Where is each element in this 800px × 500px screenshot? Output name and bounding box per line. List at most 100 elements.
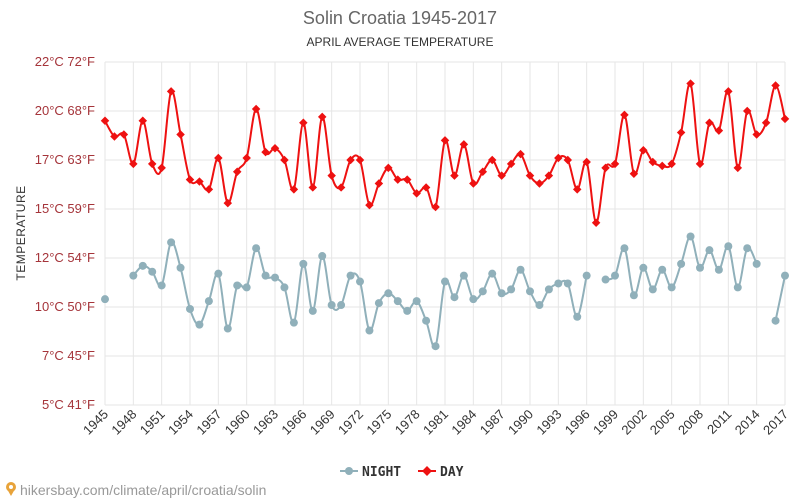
night-point[interactable] bbox=[148, 267, 157, 276]
night-point[interactable] bbox=[299, 259, 308, 268]
day-point[interactable] bbox=[270, 143, 280, 153]
night-point[interactable] bbox=[554, 279, 563, 288]
day-point[interactable] bbox=[119, 130, 129, 139]
day-point[interactable] bbox=[657, 161, 667, 171]
day-point[interactable] bbox=[591, 218, 601, 227]
night-point[interactable] bbox=[327, 301, 336, 310]
night-point[interactable] bbox=[261, 271, 270, 280]
day-point[interactable] bbox=[204, 185, 214, 194]
night-point[interactable] bbox=[157, 281, 166, 290]
day-point[interactable] bbox=[572, 185, 582, 194]
day-point[interactable] bbox=[620, 110, 629, 120]
night-point[interactable] bbox=[648, 285, 657, 294]
day-point[interactable] bbox=[100, 116, 110, 126]
day-point[interactable] bbox=[299, 118, 308, 128]
day-point[interactable] bbox=[327, 171, 336, 180]
day-point[interactable] bbox=[374, 179, 384, 188]
day-point[interactable] bbox=[185, 175, 195, 184]
night-point[interactable] bbox=[705, 246, 714, 255]
night-point[interactable] bbox=[289, 318, 298, 327]
night-point[interactable] bbox=[629, 291, 638, 300]
day-point[interactable] bbox=[346, 155, 355, 165]
day-point[interactable] bbox=[223, 198, 233, 208]
night-point[interactable] bbox=[714, 265, 723, 274]
night-point[interactable] bbox=[252, 244, 261, 253]
night-point[interactable] bbox=[582, 271, 591, 280]
night-point[interactable] bbox=[384, 289, 393, 298]
night-point[interactable] bbox=[308, 306, 317, 315]
night-point[interactable] bbox=[488, 269, 497, 278]
day-point[interactable] bbox=[506, 159, 516, 169]
day-point[interactable] bbox=[129, 159, 138, 169]
night-point[interactable] bbox=[242, 283, 251, 292]
night-point[interactable] bbox=[337, 301, 346, 310]
night-point[interactable] bbox=[658, 265, 667, 274]
day-point[interactable] bbox=[714, 126, 724, 135]
night-point[interactable] bbox=[667, 283, 676, 292]
night-point[interactable] bbox=[724, 242, 733, 251]
night-point[interactable] bbox=[639, 263, 648, 272]
day-point[interactable] bbox=[232, 167, 242, 177]
night-point[interactable] bbox=[544, 285, 553, 294]
day-point[interactable] bbox=[459, 140, 469, 149]
day-point[interactable] bbox=[308, 183, 318, 192]
day-point[interactable] bbox=[478, 167, 488, 177]
day-point[interactable] bbox=[280, 155, 289, 165]
night-point[interactable] bbox=[365, 326, 374, 335]
night-point[interactable] bbox=[204, 297, 213, 306]
night-point[interactable] bbox=[129, 271, 138, 280]
day-point[interactable] bbox=[705, 118, 714, 128]
day-point[interactable] bbox=[676, 128, 686, 137]
day-point[interactable] bbox=[780, 114, 790, 124]
night-point[interactable] bbox=[620, 244, 629, 253]
night-point[interactable] bbox=[223, 324, 232, 333]
day-point[interactable] bbox=[752, 130, 761, 139]
night-point[interactable] bbox=[686, 232, 695, 241]
night-point[interactable] bbox=[186, 304, 194, 313]
night-point[interactable] bbox=[271, 273, 279, 282]
night-point[interactable] bbox=[677, 259, 686, 268]
day-point[interactable] bbox=[242, 153, 251, 163]
day-point[interactable] bbox=[384, 163, 393, 173]
night-point[interactable] bbox=[431, 342, 440, 351]
night-point[interactable] bbox=[450, 293, 459, 302]
night-point[interactable] bbox=[393, 297, 402, 306]
legend-item-day[interactable]: DAY bbox=[418, 465, 464, 480]
night-point[interactable] bbox=[214, 269, 223, 278]
day-point[interactable] bbox=[317, 112, 327, 122]
night-point[interactable] bbox=[771, 316, 780, 325]
night-point[interactable] bbox=[535, 301, 544, 310]
night-point[interactable] bbox=[478, 287, 487, 296]
day-point[interactable] bbox=[289, 185, 299, 194]
night-point[interactable] bbox=[403, 306, 412, 315]
day-point[interactable] bbox=[336, 183, 346, 192]
day-point[interactable] bbox=[251, 104, 261, 114]
night-point[interactable] bbox=[733, 283, 742, 292]
night-point[interactable] bbox=[611, 271, 619, 280]
night-point[interactable] bbox=[752, 259, 761, 268]
night-point[interactable] bbox=[563, 279, 572, 288]
day-point[interactable] bbox=[261, 147, 270, 157]
day-point[interactable] bbox=[176, 130, 185, 139]
night-point[interactable] bbox=[696, 263, 704, 272]
night-point[interactable] bbox=[497, 289, 506, 298]
night-point[interactable] bbox=[176, 263, 185, 272]
day-point[interactable] bbox=[761, 118, 771, 128]
watermark[interactable]: hikersbay.com/climate/april/croatia/soli… bbox=[6, 482, 266, 498]
day-point[interactable] bbox=[535, 179, 544, 188]
night-point[interactable] bbox=[743, 244, 752, 253]
night-point[interactable] bbox=[422, 316, 431, 325]
day-point[interactable] bbox=[421, 183, 431, 192]
night-point[interactable] bbox=[318, 252, 327, 261]
legend-item-night[interactable]: NIGHT bbox=[340, 465, 401, 480]
day-point[interactable] bbox=[469, 179, 478, 188]
day-point[interactable] bbox=[110, 132, 119, 141]
day-point[interactable] bbox=[733, 163, 743, 173]
day-point[interactable] bbox=[355, 155, 365, 165]
day-point[interactable] bbox=[147, 159, 157, 169]
night-point[interactable] bbox=[441, 277, 449, 286]
day-point[interactable] bbox=[450, 171, 459, 180]
day-point[interactable] bbox=[195, 177, 204, 186]
day-point[interactable] bbox=[138, 116, 148, 126]
night-point[interactable] bbox=[280, 283, 289, 292]
